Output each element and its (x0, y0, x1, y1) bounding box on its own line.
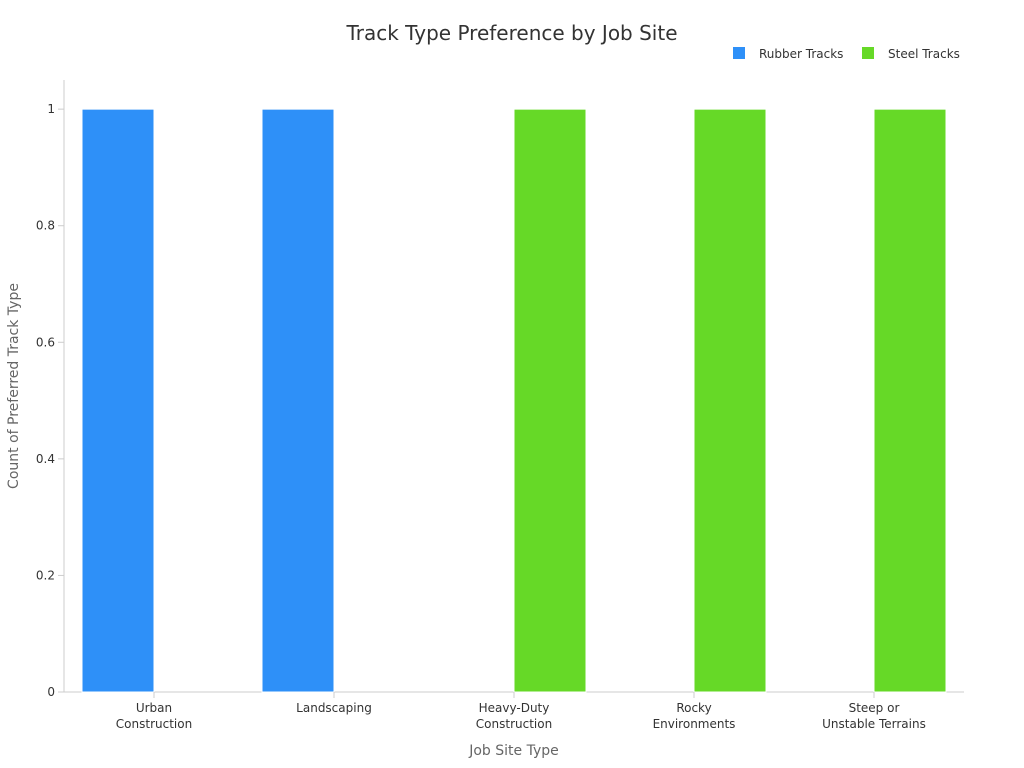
x-axis-label: Job Site Type (468, 743, 559, 759)
bar-steel-tracks (873, 108, 947, 693)
y-tick-label: 0.4 (36, 452, 55, 466)
y-axis-ticks: 0 0.2 0.4 0.6 0.8 1 (36, 102, 64, 699)
x-tick-label-line: Steep or (849, 701, 900, 715)
bar-steel-tracks (693, 108, 767, 693)
y-axis-label: Count of Preferred Track Type (6, 283, 22, 489)
x-tick-label-line: Rocky (676, 701, 711, 715)
y-tick-label: 0 (47, 685, 55, 699)
legend-swatch (733, 47, 745, 59)
bar-steel-tracks (513, 108, 587, 693)
legend: Rubber Tracks Steel Tracks (733, 47, 960, 61)
x-tick-label: Heavy-Duty Construction (476, 701, 552, 731)
x-tick-label-line: Unstable Terrains (822, 717, 926, 731)
x-tick-label: Urban Construction (116, 701, 192, 731)
bar-rubber-tracks (81, 108, 155, 693)
x-tick-label: Steep or Unstable Terrains (822, 701, 926, 731)
legend-label: Steel Tracks (888, 47, 960, 61)
bars (81, 108, 947, 693)
legend-label: Rubber Tracks (759, 47, 843, 61)
x-tick-label: Rocky Environments (653, 701, 736, 731)
x-tick-label-line: Construction (476, 717, 552, 731)
bar-rubber-tracks (261, 108, 335, 693)
x-tick-label-line: Environments (653, 717, 736, 731)
x-tick-label: Landscaping (296, 701, 372, 715)
x-axis-ticks: Urban Construction Landscaping Heavy-Duty Co… (116, 692, 926, 731)
y-tick-label: 0.6 (36, 335, 55, 349)
chart-title: Track Type Preference by Job Site (345, 21, 677, 45)
x-tick-label-line: Construction (116, 717, 192, 731)
x-tick-label-line: Landscaping (296, 701, 372, 715)
y-tick-label: 0.8 (36, 219, 55, 233)
legend-swatch (862, 47, 874, 59)
x-tick-label-line: Heavy-Duty (479, 701, 550, 715)
y-tick-label: 1 (47, 102, 55, 116)
x-tick-label-line: Urban (136, 701, 172, 715)
y-tick-label: 0.2 (36, 568, 55, 582)
